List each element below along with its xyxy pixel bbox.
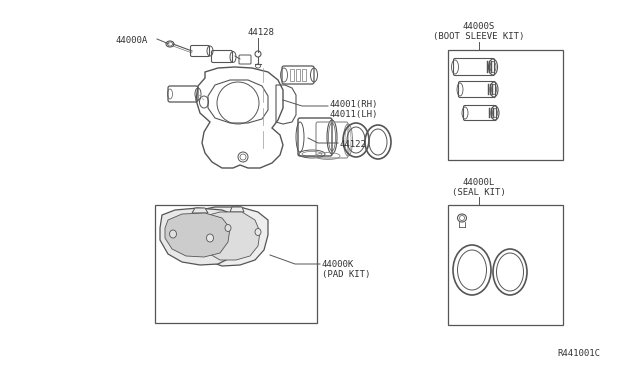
Bar (493, 108, 495, 118)
Bar (296, 69, 300, 81)
Bar (448, 205, 563, 325)
Text: R441001C: R441001C (557, 349, 600, 358)
Text: 44000L: 44000L (463, 178, 495, 187)
Bar (491, 61, 493, 73)
Polygon shape (160, 208, 240, 265)
Bar (491, 108, 493, 118)
Polygon shape (192, 208, 208, 213)
Text: 44000A: 44000A (115, 36, 147, 45)
Ellipse shape (170, 230, 177, 238)
Polygon shape (230, 207, 244, 212)
Bar (489, 61, 490, 73)
Ellipse shape (255, 228, 261, 235)
Bar (487, 61, 488, 73)
Text: 44000S: 44000S (463, 22, 495, 31)
Polygon shape (165, 213, 230, 257)
Bar (489, 108, 490, 118)
Text: (BOOT SLEEVE KIT): (BOOT SLEEVE KIT) (433, 32, 525, 41)
Bar (490, 84, 492, 95)
Text: 44122: 44122 (340, 140, 367, 149)
Text: 44011(LH): 44011(LH) (330, 110, 378, 119)
Polygon shape (203, 212, 260, 260)
Polygon shape (198, 207, 268, 266)
Bar (302, 69, 306, 81)
Text: 44000K: 44000K (322, 260, 355, 269)
Bar (155, 205, 317, 323)
Ellipse shape (225, 224, 231, 231)
Text: (SEAL KIT): (SEAL KIT) (452, 188, 506, 197)
Text: (PAD KIT): (PAD KIT) (322, 270, 371, 279)
Bar (290, 69, 294, 81)
Bar (492, 84, 493, 95)
Ellipse shape (207, 234, 214, 242)
Bar (448, 50, 563, 160)
Bar (488, 84, 490, 95)
Text: 44001(RH): 44001(RH) (330, 100, 378, 109)
Text: 44128: 44128 (248, 28, 275, 37)
